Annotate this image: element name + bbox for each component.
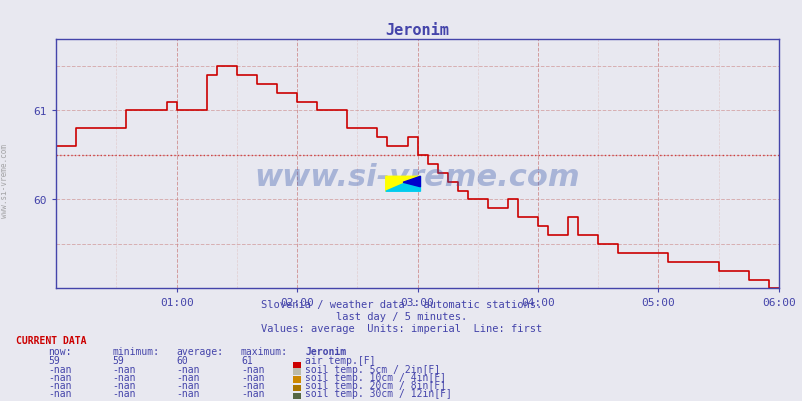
Text: -nan: -nan: [176, 388, 200, 398]
Text: -nan: -nan: [176, 380, 200, 390]
Text: CURRENT DATA: CURRENT DATA: [16, 335, 87, 345]
Text: air temp.[F]: air temp.[F]: [305, 355, 375, 365]
Text: Jeronim: Jeronim: [305, 346, 346, 356]
Text: -nan: -nan: [48, 380, 71, 390]
Text: -nan: -nan: [241, 380, 264, 390]
Text: -nan: -nan: [112, 380, 136, 390]
Text: -nan: -nan: [112, 388, 136, 398]
Polygon shape: [385, 177, 420, 192]
Text: soil temp. 10cm / 4in[F]: soil temp. 10cm / 4in[F]: [305, 372, 446, 382]
Text: average:: average:: [176, 346, 224, 356]
Text: last day / 5 minutes.: last day / 5 minutes.: [335, 311, 467, 321]
Text: 59: 59: [112, 355, 124, 365]
Text: Values: average  Units: imperial  Line: first: Values: average Units: imperial Line: fi…: [261, 323, 541, 333]
Text: 61: 61: [241, 355, 253, 365]
Text: maximum:: maximum:: [241, 346, 288, 356]
Text: soil temp. 20cm / 8in[F]: soil temp. 20cm / 8in[F]: [305, 380, 446, 390]
Text: -nan: -nan: [48, 364, 71, 374]
Text: www.si-vreme.com: www.si-vreme.com: [0, 144, 9, 217]
Text: -nan: -nan: [48, 372, 71, 382]
Text: -nan: -nan: [241, 364, 264, 374]
Text: Slovenia / weather data - automatic stations.: Slovenia / weather data - automatic stat…: [261, 299, 541, 309]
Text: -nan: -nan: [241, 388, 264, 398]
Polygon shape: [403, 177, 420, 187]
Text: -nan: -nan: [112, 364, 136, 374]
Text: -nan: -nan: [241, 372, 264, 382]
Text: soil temp. 30cm / 12in[F]: soil temp. 30cm / 12in[F]: [305, 388, 452, 398]
Text: -nan: -nan: [176, 364, 200, 374]
Text: -nan: -nan: [176, 372, 200, 382]
Polygon shape: [385, 177, 420, 192]
Title: Jeronim: Jeronim: [385, 22, 449, 38]
Text: soil temp. 5cm / 2in[F]: soil temp. 5cm / 2in[F]: [305, 364, 439, 374]
Text: 59: 59: [48, 355, 60, 365]
Text: -nan: -nan: [48, 388, 71, 398]
Text: www.si-vreme.com: www.si-vreme.com: [254, 162, 580, 191]
Text: minimum:: minimum:: [112, 346, 160, 356]
Text: now:: now:: [48, 346, 71, 356]
Text: -nan: -nan: [112, 372, 136, 382]
Text: 60: 60: [176, 355, 188, 365]
